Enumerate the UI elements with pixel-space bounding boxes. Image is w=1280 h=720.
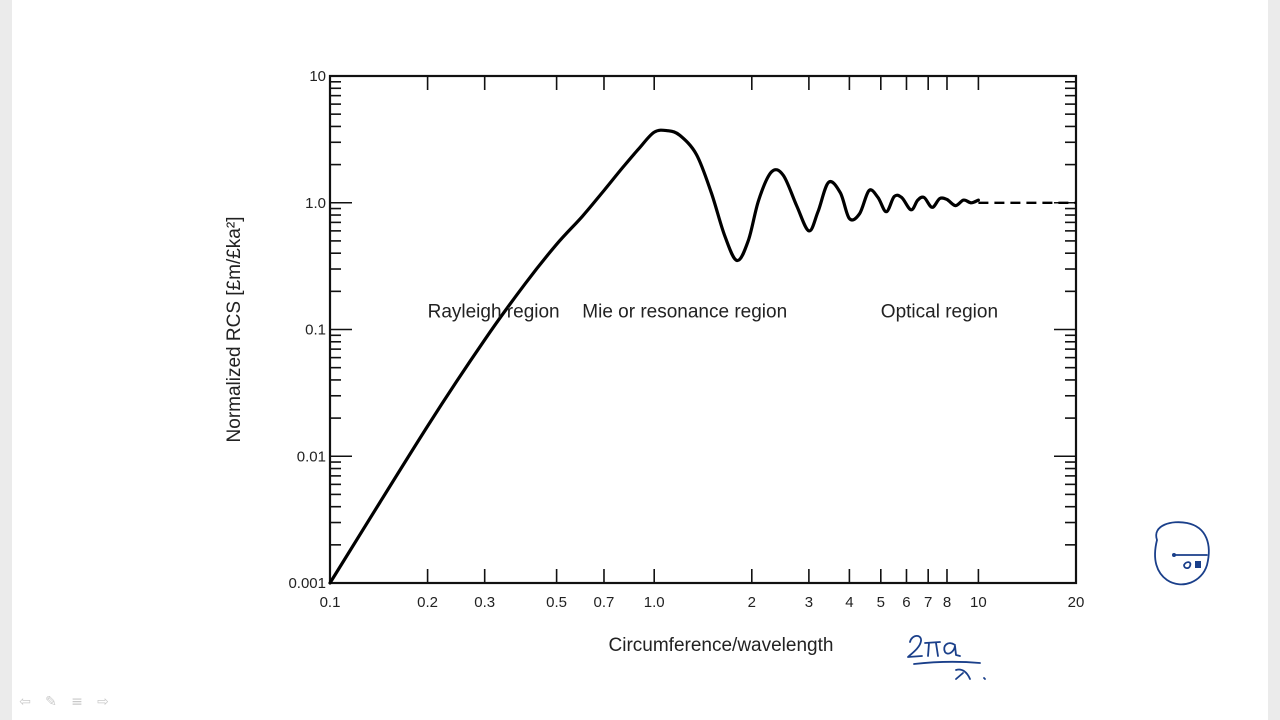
- x-tick-label: 1.0: [644, 594, 665, 611]
- x-tick-label: 6: [902, 594, 910, 611]
- x-axis-title: Circumference/wavelength: [609, 635, 834, 656]
- axis-ticks: [330, 76, 1076, 584]
- next-slide-icon[interactable]: ⇨: [97, 694, 109, 710]
- sphere-sketch-icon: [1154, 521, 1210, 586]
- region-label: Mie or resonance region: [582, 302, 787, 323]
- series-line-solid: [328, 128, 980, 585]
- x-tick-label: 0.3: [474, 594, 495, 611]
- plot-frame: [328, 74, 1078, 585]
- x-tick-label: 7: [924, 594, 932, 611]
- y-tick-label: 10: [309, 68, 326, 85]
- y-axis-title: Normalized RCS [£m/£ka²]: [224, 217, 245, 443]
- y-tick-label: 0.01: [297, 448, 326, 465]
- x-tick-label: 4: [845, 594, 853, 611]
- series-layer: [328, 128, 1076, 585]
- pen-icon[interactable]: ✎: [45, 694, 57, 710]
- y-tick-label: 0.1: [305, 322, 326, 339]
- x-tick-label: 5: [877, 594, 885, 611]
- previous-slide-icon[interactable]: ⇦: [19, 694, 31, 710]
- slide: 0.1 0.2 0.3 0.5 0.7 1.0 2 3 4 5 6 7 8 10 20 0.001 0.01 0…: [12, 0, 1268, 720]
- x-tick-label: 2: [748, 594, 756, 611]
- slide-nav-controls: ⇦ ✎ ≡ ⇨: [16, 694, 112, 710]
- x-tick-label: 8: [943, 594, 951, 611]
- menu-icon[interactable]: ≡: [71, 694, 83, 710]
- region-label: Rayleigh region: [428, 302, 560, 323]
- y-tick-label: 1.0: [305, 195, 326, 212]
- x-tick-label: 0.5: [546, 594, 567, 611]
- x-tick-label: 10: [970, 594, 987, 611]
- handwritten-formula: [907, 634, 986, 680]
- x-tick-label: 0.7: [594, 594, 615, 611]
- x-tick-label: 0.1: [320, 594, 341, 611]
- region-label: Optical region: [881, 302, 998, 323]
- x-tick-label: 3: [805, 594, 813, 611]
- y-tick-label: 0.001: [288, 575, 326, 592]
- x-tick-label: 0.2: [417, 594, 438, 611]
- region-labels: Rayleigh region Mie or resonance region Op…: [428, 302, 998, 323]
- y-tick-labels: 0.001 0.01 0.1 1.0 10: [288, 68, 326, 592]
- x-tick-label: 20: [1068, 594, 1085, 611]
- x-tick-labels: 0.1 0.2 0.3 0.5 0.7 1.0 2 3 4 5 6 7 8 10 20: [320, 594, 1085, 611]
- rcs-chart: 0.1 0.2 0.3 0.5 0.7 1.0 2 3 4 5 6 7 8 10 20 0.0010.010…: [224, 68, 1210, 680]
